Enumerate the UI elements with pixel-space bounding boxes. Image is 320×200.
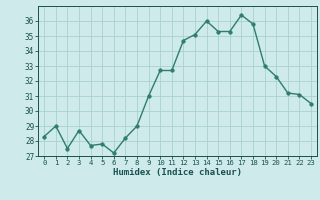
X-axis label: Humidex (Indice chaleur): Humidex (Indice chaleur) <box>113 168 242 177</box>
